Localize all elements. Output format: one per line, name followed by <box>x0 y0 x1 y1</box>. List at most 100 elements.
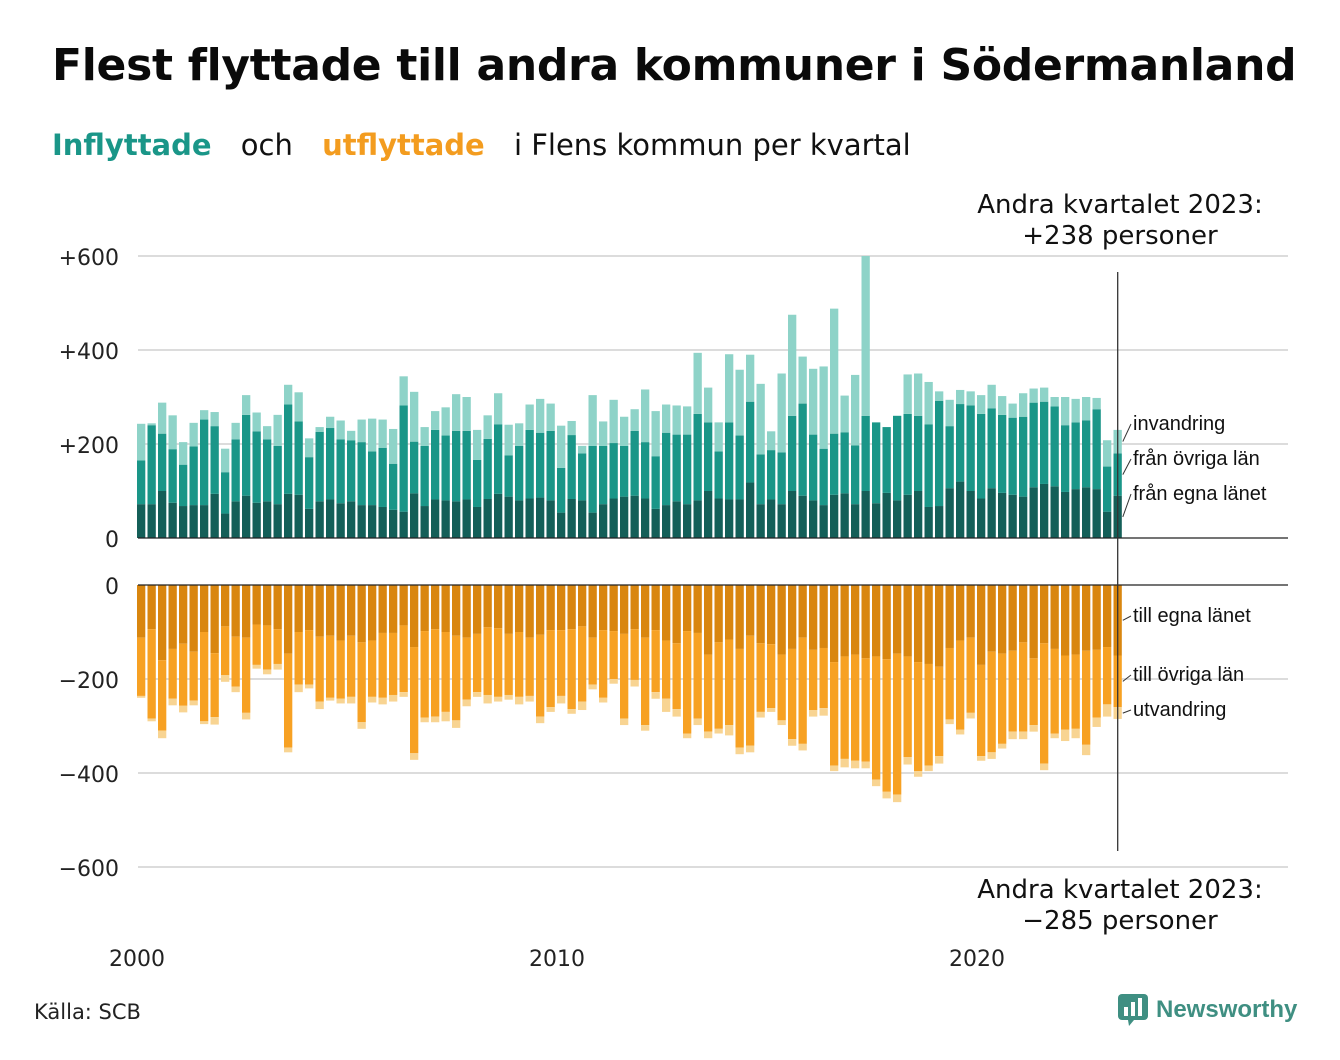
bar-utflyttade-2-58 <box>746 745 755 753</box>
bar-inflyttade-2-45 <box>609 399 618 444</box>
bar-inflyttade-2-26 <box>410 391 419 442</box>
bar-utflyttade-0-12 <box>263 585 272 626</box>
bar-utflyttade-2-37 <box>525 695 534 702</box>
bar-utflyttade-2-29 <box>441 711 450 722</box>
bar-inflyttade-0-0 <box>137 504 146 538</box>
annotation-bottom-line2: −285 personer <box>1022 906 1218 936</box>
brand-logo[interactable]: Newsworthy <box>1118 994 1297 1026</box>
bar-utflyttade-1-13 <box>273 629 282 664</box>
bar-inflyttade-1-63 <box>798 403 807 496</box>
bar-inflyttade-1-51 <box>672 434 681 502</box>
bar-inflyttade-0-79 <box>966 491 975 538</box>
bar-inflyttade-2-80 <box>977 395 986 414</box>
bar-inflyttade-2-56 <box>725 354 734 423</box>
bar-utflyttade-0-8 <box>221 585 230 627</box>
bar-utflyttade-0-79 <box>966 585 975 638</box>
bar-inflyttade-2-86 <box>1040 387 1049 402</box>
bar-inflyttade-2-11 <box>252 412 261 432</box>
bar-inflyttade-0-56 <box>725 499 734 538</box>
bar-utflyttade-0-61 <box>777 585 786 655</box>
bar-utflyttade-0-39 <box>546 585 555 631</box>
legend-label-utflyttade-2: utvandring <box>1133 699 1226 721</box>
bar-inflyttade-1-55 <box>714 451 723 499</box>
bar-utflyttade-0-43 <box>588 585 597 638</box>
bar-utflyttade-2-81 <box>987 752 996 759</box>
bar-inflyttade-1-36 <box>515 445 524 501</box>
bar-utflyttade-0-46 <box>620 585 629 634</box>
bar-inflyttade-1-16 <box>305 457 314 509</box>
bar-inflyttade-1-11 <box>252 431 261 503</box>
bar-inflyttade-2-64 <box>809 368 818 435</box>
bar-utflyttade-2-0 <box>137 695 146 698</box>
bar-utflyttade-2-17 <box>315 701 324 710</box>
bar-inflyttade-1-66 <box>830 433 839 495</box>
bar-utflyttade-0-38 <box>536 585 545 635</box>
bar-inflyttade-2-0 <box>137 423 146 461</box>
bar-utflyttade-1-30 <box>452 635 461 721</box>
newsworthy-logo-icon <box>1118 994 1148 1026</box>
bar-inflyttade-1-74 <box>914 415 923 491</box>
bar-inflyttade-2-62 <box>788 314 797 416</box>
bar-utflyttade-2-32 <box>473 692 482 697</box>
bar-inflyttade-1-61 <box>777 452 786 505</box>
bar-inflyttade-2-21 <box>357 419 366 443</box>
bar-inflyttade-0-46 <box>620 496 629 538</box>
bar-inflyttade-2-10 <box>242 395 251 415</box>
bar-inflyttade-0-75 <box>924 506 933 538</box>
bar-utflyttade-1-12 <box>263 625 272 670</box>
bar-utflyttade-2-69 <box>861 761 870 769</box>
bar-inflyttade-0-30 <box>452 501 461 538</box>
bar-utflyttade-2-75 <box>924 765 933 772</box>
bar-inflyttade-0-84 <box>1019 496 1028 538</box>
bar-utflyttade-2-53 <box>693 718 702 726</box>
bar-utflyttade-0-31 <box>462 585 471 638</box>
bar-inflyttade-2-84 <box>1019 393 1028 417</box>
bar-utflyttade-0-85 <box>1029 585 1038 659</box>
bar-utflyttade-2-92 <box>1103 704 1112 717</box>
bar-utflyttade-1-29 <box>441 632 450 712</box>
bar-inflyttade-0-67 <box>840 493 849 538</box>
annotation-bottom-line1: Andra kvartalet 2023: <box>977 875 1262 905</box>
bar-utflyttade-1-48 <box>641 637 650 726</box>
bar-inflyttade-2-68 <box>851 374 860 446</box>
bar-utflyttade-1-57 <box>735 648 744 748</box>
bar-inflyttade-1-26 <box>410 441 419 494</box>
bar-utflyttade-0-19 <box>336 585 345 641</box>
bar-inflyttade-2-89 <box>1071 398 1080 423</box>
bar-inflyttade-2-59 <box>756 383 765 455</box>
bar-utflyttade-0-42 <box>578 585 587 627</box>
bar-utflyttade-1-49 <box>651 630 660 693</box>
bar-inflyttade-0-24 <box>389 509 398 538</box>
bar-inflyttade-2-4 <box>179 442 188 465</box>
bar-inflyttade-2-87 <box>1050 397 1059 407</box>
bar-utflyttade-2-6 <box>200 721 209 725</box>
bar-inflyttade-2-52 <box>683 406 692 435</box>
bar-utflyttade-0-15 <box>294 585 303 632</box>
bar-inflyttade-0-35 <box>504 496 513 538</box>
bar-utflyttade-1-92 <box>1103 647 1112 705</box>
bar-utflyttade-1-34 <box>494 628 503 697</box>
bar-utflyttade-0-53 <box>693 585 702 633</box>
bar-utflyttade-0-75 <box>924 585 933 664</box>
legend-label-inflyttade-0: från egna länet <box>1133 483 1267 505</box>
bar-utflyttade-2-38 <box>536 716 545 724</box>
bar-utflyttade-1-74 <box>914 662 923 772</box>
bar-inflyttade-1-21 <box>357 442 366 506</box>
bar-inflyttade-2-14 <box>284 384 293 405</box>
bar-inflyttade-0-87 <box>1050 486 1059 538</box>
bar-inflyttade-0-15 <box>294 494 303 538</box>
bar-inflyttade-1-17 <box>315 431 324 502</box>
bar-inflyttade-2-58 <box>746 354 755 402</box>
subtitle-och: och <box>240 128 293 162</box>
bar-utflyttade-1-62 <box>788 648 797 740</box>
bar-inflyttade-1-28 <box>431 429 440 500</box>
bar-inflyttade-1-46 <box>620 445 629 497</box>
bar-inflyttade-1-53 <box>693 413 702 501</box>
bar-utflyttade-2-18 <box>326 697 335 701</box>
bar-inflyttade-1-72 <box>893 415 902 501</box>
bar-utflyttade-2-10 <box>242 712 251 720</box>
bar-inflyttade-1-70 <box>872 422 881 504</box>
bar-utflyttade-1-26 <box>410 647 419 754</box>
y-tick-label-utflyttade: −400 <box>59 763 119 788</box>
bar-utflyttade-2-63 <box>798 743 807 751</box>
